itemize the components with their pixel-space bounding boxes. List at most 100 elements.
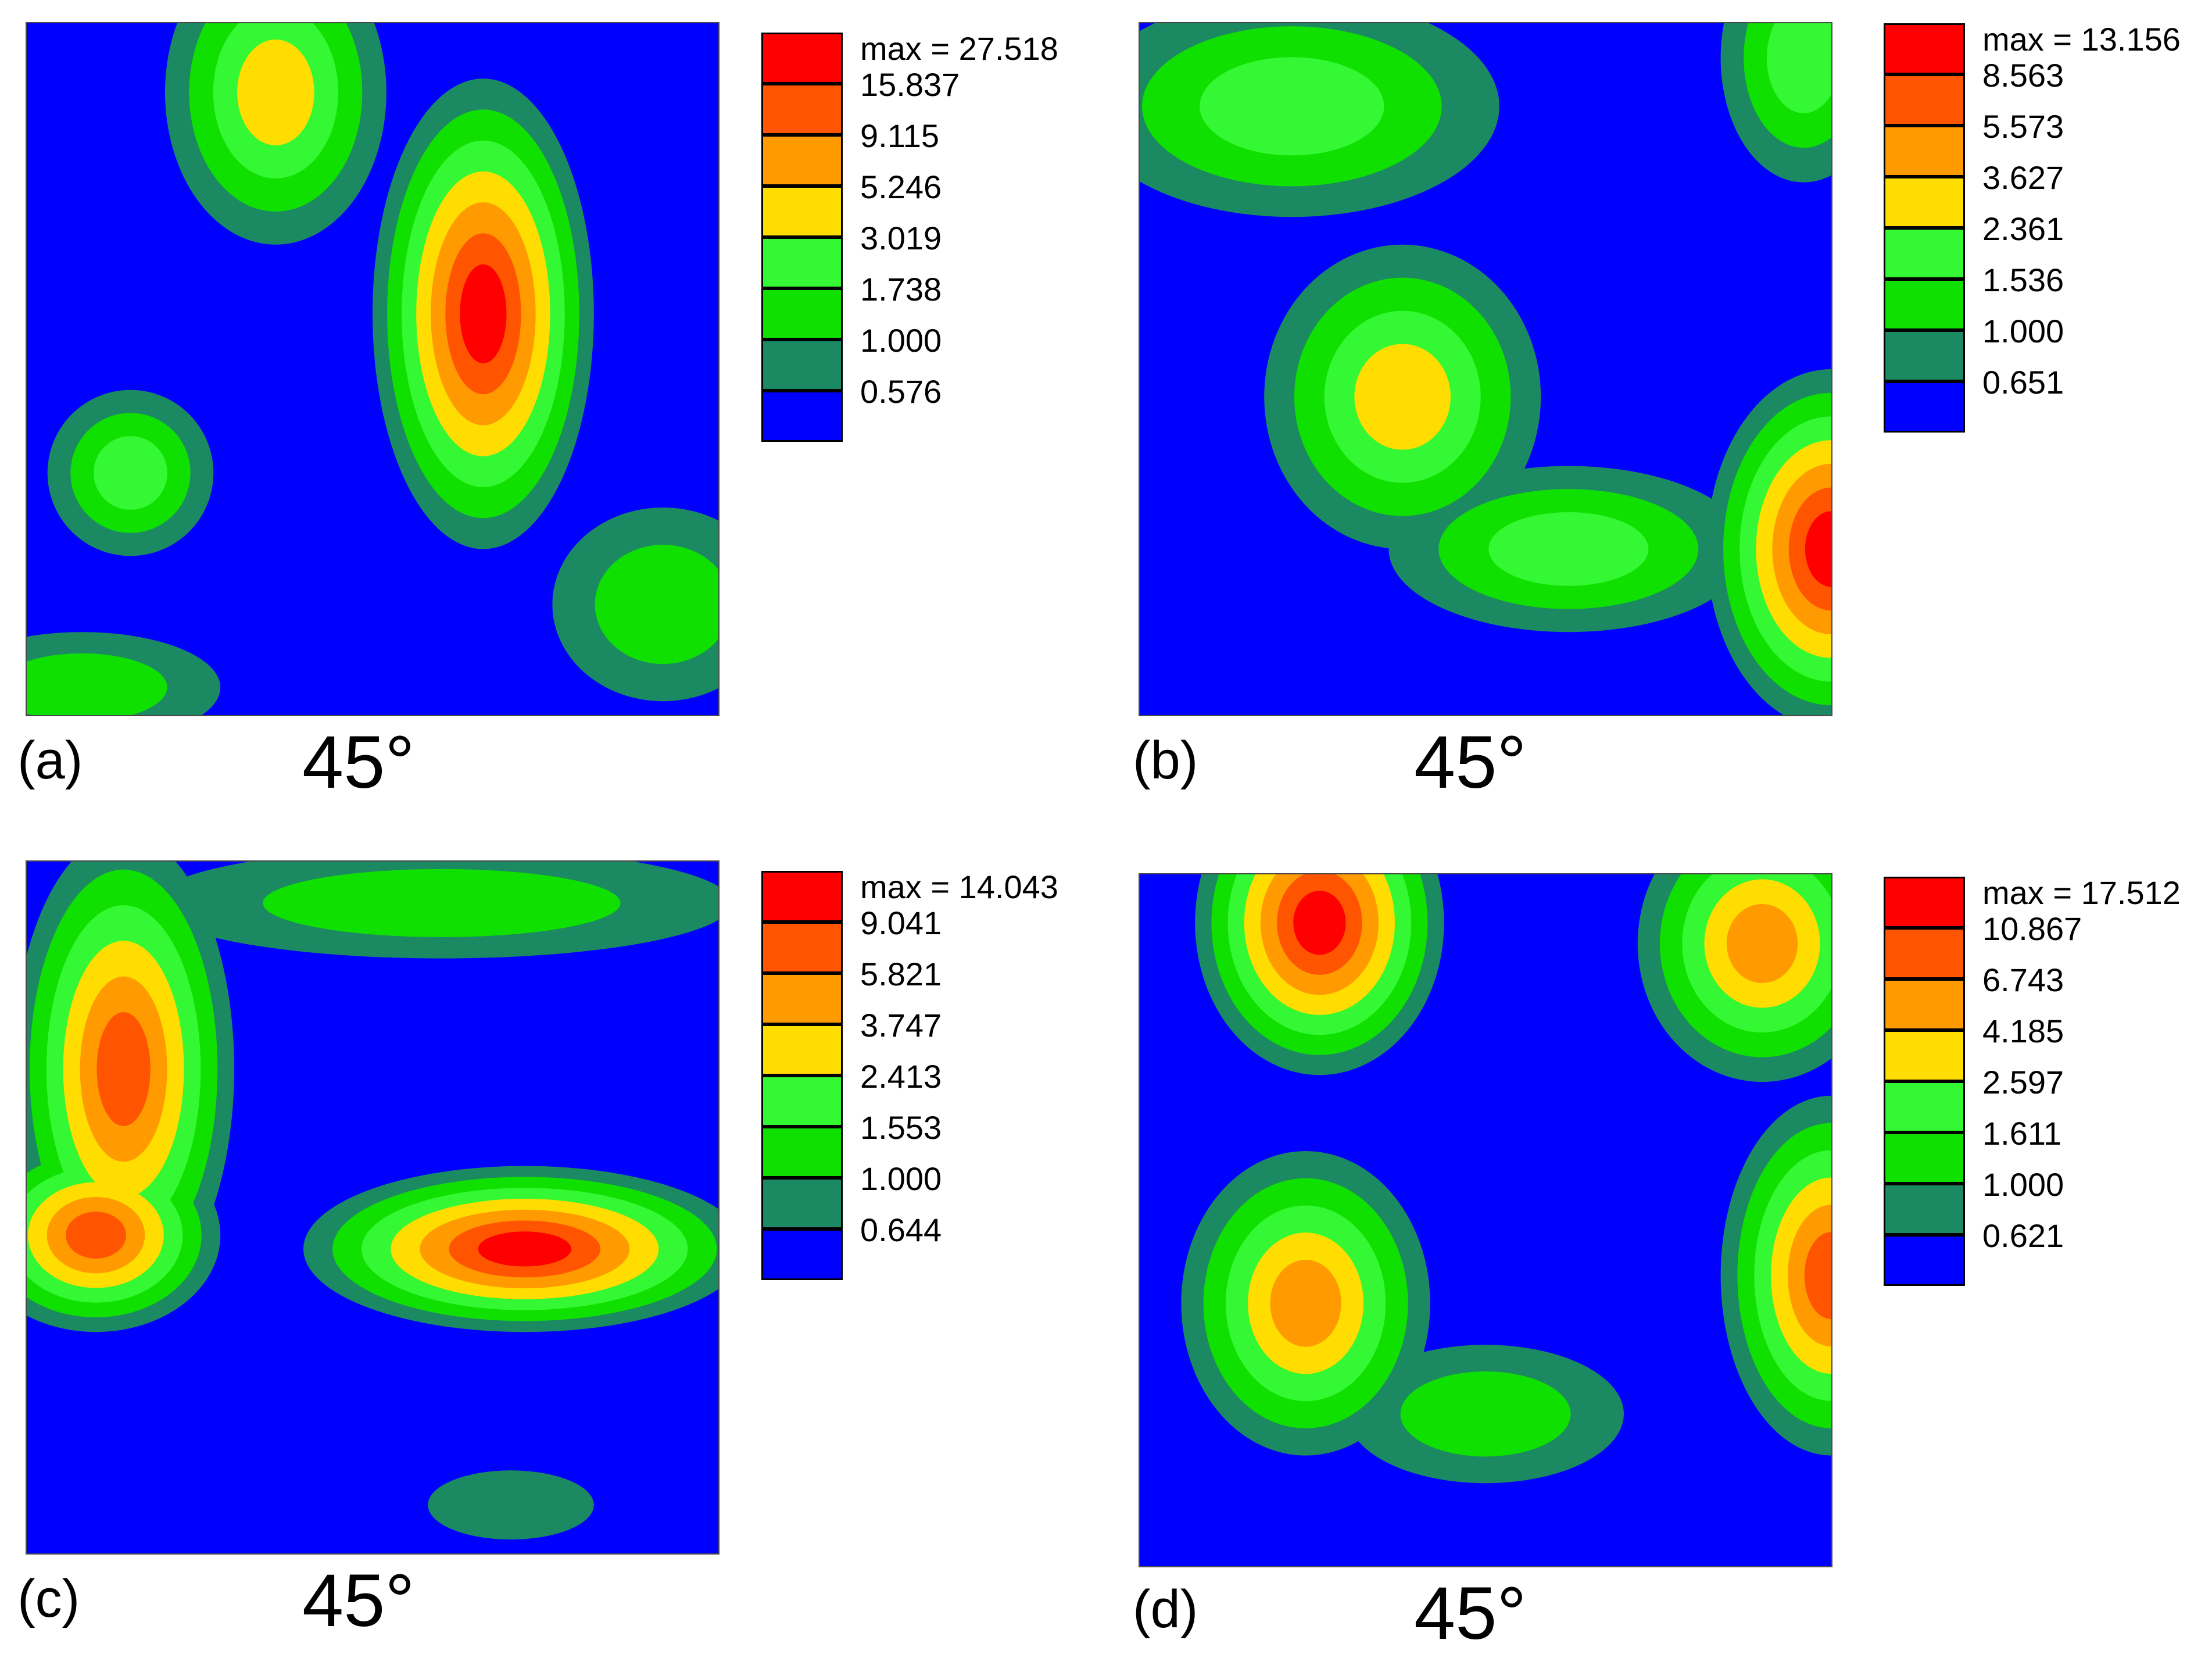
contour-c-blob2-level6	[66, 1212, 126, 1259]
legend-level-d-2: 4.185	[1982, 1013, 2064, 1049]
legend-swatch-d-1	[1884, 928, 1965, 979]
angle-label-c: 45°	[302, 1559, 415, 1642]
legend-a: max = 27.518 15.837 9.115 5.246 3.019 1.738 1…	[761, 33, 1087, 474]
contour-c-blob4-level1	[428, 1470, 594, 1540]
contour-svg-d	[1181, 874, 1831, 1484]
contour-a-blob3-level2	[595, 545, 718, 664]
contour-d-blob2-level6	[1804, 1232, 1831, 1320]
legend-swatch-c-5	[761, 1127, 843, 1178]
legend-level-a-6: 0.576	[860, 373, 942, 410]
legend-level-b-5: 1.000	[1982, 313, 2064, 349]
legend-swatch-d-6	[1884, 1184, 1965, 1235]
contour-a-blob2-level3	[94, 436, 167, 510]
legend-level-c-3: 2.413	[860, 1058, 942, 1095]
legend-level-a-0: 15.837	[860, 66, 960, 103]
legend-max-c: max = 14.043	[860, 869, 1058, 905]
legend-level-d-0: 10.867	[1982, 910, 2082, 947]
legend-swatch-a-4	[761, 237, 843, 288]
legend-swatch-d-7	[1884, 1235, 1965, 1286]
contour-a-blob0-level7	[460, 264, 507, 364]
contour-b-blob4-level3	[1766, 23, 1831, 113]
contour-d-blob3-level5	[1726, 904, 1798, 983]
legend-level-a-5: 1.000	[860, 322, 942, 359]
contour-c-blob1-level6	[96, 1012, 151, 1127]
angle-label-b: 45°	[1414, 721, 1527, 804]
legend-swatch-b-7	[1884, 381, 1965, 433]
legend-level-b-2: 3.627	[1982, 159, 2064, 196]
legend-level-c-1: 5.821	[860, 956, 942, 992]
legend-level-a-4: 1.738	[860, 271, 942, 308]
contour-c-blob0-level7	[478, 1231, 572, 1267]
legend-level-b-3: 2.361	[1982, 210, 2064, 247]
contour-d-blob1-level5	[1270, 1259, 1341, 1347]
legend-c: max = 14.043 9.041 5.821 3.747 2.413 1.553 1.…	[761, 871, 1087, 1313]
legend-swatch-c-2	[761, 973, 843, 1024]
legend-swatch-a-7	[761, 391, 843, 442]
legend-swatch-a-5	[761, 288, 843, 340]
panel-label-b: (b)	[1133, 731, 1198, 790]
legend-swatch-d-5	[1884, 1132, 1965, 1184]
legend-swatch-b-4	[1884, 228, 1965, 279]
angle-label-a: 45°	[302, 721, 415, 804]
legend-level-b-4: 1.536	[1982, 262, 2064, 298]
legend-swatch-b-2	[1884, 126, 1965, 177]
legend-level-b-6: 0.651	[1982, 364, 2064, 401]
panel-label-c: (c)	[17, 1569, 80, 1628]
legend-swatch-d-3	[1884, 1030, 1965, 1081]
contour-b-blob3-level3	[1488, 512, 1649, 586]
legend-swatch-a-3	[761, 186, 843, 237]
contour-svg-b	[1140, 23, 1831, 715]
legend-max-d: max = 17.512	[1982, 874, 2181, 911]
legend-level-d-6: 0.621	[1982, 1217, 2064, 1254]
odf-map-b	[1139, 22, 1832, 716]
legend-swatch-a-2	[761, 135, 843, 186]
contour-d-blob0-level7	[1293, 891, 1346, 955]
panel-b: (b) 45° max = 13.156 8.563 5.573 3.627 2.36…	[1106, 0, 2212, 832]
legend-level-d-5: 1.000	[1982, 1166, 2064, 1203]
contour-b-blob1-level4	[1354, 344, 1451, 450]
legend-level-d-3: 2.597	[1982, 1064, 2064, 1101]
legend-level-d-4: 1.611	[1982, 1115, 2061, 1152]
legend-swatch-a-6	[761, 340, 843, 391]
legend-swatch-c-0	[761, 871, 843, 922]
legend-swatch-d-2	[1884, 979, 1965, 1030]
angle-label-d: 45°	[1414, 1572, 1527, 1655]
legend-swatch-d-4	[1884, 1081, 1965, 1132]
odf-map-d	[1139, 873, 1832, 1567]
legend-swatch-a-1	[761, 84, 843, 135]
contour-b-blob2-level3	[1200, 57, 1384, 156]
panel-label-a: (a)	[17, 731, 83, 790]
odf-map-a	[26, 22, 720, 716]
legend-swatch-a-0	[761, 33, 843, 84]
legend-level-c-0: 9.041	[860, 905, 942, 941]
panel-a: (a) 45° max = 27.518 15.837 9.115 5.246 3.0…	[0, 0, 1106, 832]
legend-swatch-b-6	[1884, 330, 1965, 381]
contour-d-blob4-level2	[1400, 1371, 1571, 1457]
contour-b-blob0-level7	[1805, 511, 1831, 587]
contour-c-blob3-level2	[263, 869, 621, 937]
panel-d: (d) 45° max = 17.512 10.867 6.743 4.185 2.5…	[1106, 832, 2212, 1665]
legend-level-c-6: 0.644	[860, 1212, 942, 1248]
legend-swatch-c-4	[761, 1076, 843, 1127]
legend-level-a-3: 3.019	[860, 220, 942, 256]
panel-c: (c) 45° max = 14.043 9.041 5.821 3.747 2.41…	[0, 832, 1106, 1665]
legend-swatch-c-3	[761, 1024, 843, 1076]
legend-level-c-2: 3.747	[860, 1007, 942, 1044]
legend-swatch-b-5	[1884, 279, 1965, 330]
legend-level-b-1: 5.573	[1982, 108, 2064, 145]
panel-label-d: (d)	[1133, 1580, 1198, 1639]
legend-swatch-d-0	[1884, 877, 1965, 928]
legend-level-b-0: 8.563	[1982, 57, 2064, 94]
legend-level-c-5: 1.000	[860, 1160, 942, 1197]
legend-max-a: max = 27.518	[860, 30, 1058, 67]
legend-level-d-1: 6.743	[1982, 962, 2064, 998]
contour-svg-a	[27, 23, 718, 715]
legend-level-a-2: 5.246	[860, 169, 942, 205]
contour-svg-c	[27, 862, 718, 1540]
legend-b: max = 13.156 8.563 5.573 3.627 2.361 1.536 1.…	[1884, 23, 2209, 465]
legend-level-a-1: 9.115	[860, 117, 939, 154]
legend-swatch-b-1	[1884, 74, 1965, 126]
legend-d: max = 17.512 10.867 6.743 4.185 2.597 1.611 1…	[1884, 877, 2209, 1319]
legend-swatch-c-7	[761, 1229, 843, 1280]
contour-a-blob1-level4	[237, 39, 314, 146]
